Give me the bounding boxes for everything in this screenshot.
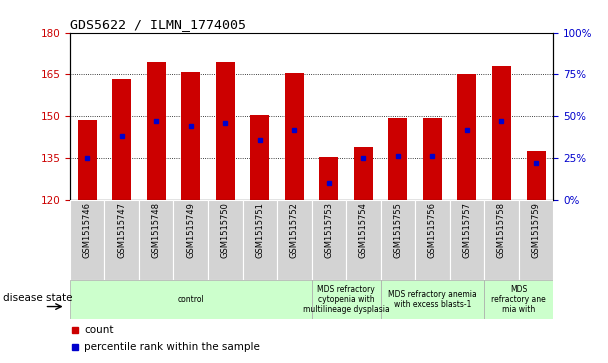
Bar xyxy=(139,200,173,280)
Text: GSM1515753: GSM1515753 xyxy=(324,202,333,258)
Bar xyxy=(250,115,269,200)
Bar xyxy=(216,62,235,200)
Text: GSM1515752: GSM1515752 xyxy=(290,202,299,258)
Bar xyxy=(78,120,97,200)
Bar xyxy=(285,73,304,200)
Text: GSM1515749: GSM1515749 xyxy=(186,202,195,258)
Bar xyxy=(484,280,553,319)
Bar xyxy=(457,74,477,200)
Bar xyxy=(311,280,381,319)
Bar xyxy=(484,200,519,280)
Text: GSM1515755: GSM1515755 xyxy=(393,202,402,258)
Bar xyxy=(208,200,243,280)
Text: GDS5622 / ILMN_1774005: GDS5622 / ILMN_1774005 xyxy=(70,19,246,32)
Bar xyxy=(346,200,381,280)
Text: MDS refractory anemia
with excess blasts-1: MDS refractory anemia with excess blasts… xyxy=(388,290,477,309)
Bar xyxy=(519,200,553,280)
Bar xyxy=(112,79,131,200)
Bar xyxy=(381,280,484,319)
Text: disease state: disease state xyxy=(3,293,72,303)
Bar xyxy=(70,200,105,280)
Bar xyxy=(450,200,484,280)
Bar xyxy=(105,200,139,280)
Bar xyxy=(354,147,373,200)
Bar xyxy=(243,200,277,280)
Bar xyxy=(527,151,545,200)
Text: GSM1515750: GSM1515750 xyxy=(221,202,230,258)
Text: GSM1515758: GSM1515758 xyxy=(497,202,506,258)
Text: GSM1515757: GSM1515757 xyxy=(463,202,471,258)
Bar xyxy=(423,118,442,200)
Text: MDS refractory
cytopenia with
multilineage dysplasia: MDS refractory cytopenia with multilinea… xyxy=(303,285,390,314)
Bar xyxy=(311,200,346,280)
Bar xyxy=(319,156,339,200)
Bar xyxy=(173,200,208,280)
Text: GSM1515751: GSM1515751 xyxy=(255,202,264,258)
Bar xyxy=(389,118,407,200)
Text: GSM1515759: GSM1515759 xyxy=(531,202,541,258)
Text: count: count xyxy=(85,325,114,335)
Text: GSM1515748: GSM1515748 xyxy=(152,202,161,258)
Text: GSM1515754: GSM1515754 xyxy=(359,202,368,258)
Bar xyxy=(277,200,311,280)
Bar xyxy=(181,72,200,200)
Text: percentile rank within the sample: percentile rank within the sample xyxy=(85,342,260,352)
Bar xyxy=(70,280,311,319)
Text: GSM1515756: GSM1515756 xyxy=(428,202,437,258)
Bar xyxy=(381,200,415,280)
Bar xyxy=(147,62,166,200)
Text: control: control xyxy=(178,295,204,304)
Text: GSM1515747: GSM1515747 xyxy=(117,202,126,258)
Bar xyxy=(492,66,511,200)
Text: MDS
refractory ane
mia with: MDS refractory ane mia with xyxy=(491,285,546,314)
Text: GSM1515746: GSM1515746 xyxy=(83,202,92,258)
Bar xyxy=(415,200,450,280)
